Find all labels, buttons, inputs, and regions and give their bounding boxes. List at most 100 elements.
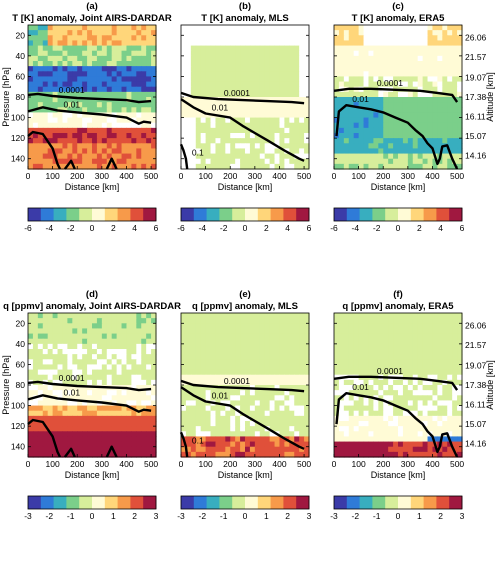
heatmap-cell: [52, 451, 59, 458]
heatmap-cell: [210, 66, 217, 72]
y-axis-label: Pressure [hPa]: [1, 355, 11, 415]
heatmap-cell: [299, 143, 305, 150]
heatmap-cell: [131, 86, 137, 93]
heatmap-cell: [368, 163, 374, 170]
heatmap-cell: [437, 25, 443, 31]
heatmap-cell: [452, 122, 458, 129]
heatmap-cell: [181, 81, 187, 88]
heatmap-cell: [220, 45, 226, 52]
heatmap-cell: [245, 400, 251, 407]
heatmap-cell: [235, 364, 241, 371]
heatmap-cell: [126, 421, 132, 427]
heatmap-cell: [338, 426, 345, 432]
heatmap-cell: [432, 91, 438, 98]
heatmap-cell: [235, 441, 241, 448]
heatmap-cell: [407, 102, 414, 108]
heatmap-cell: [57, 81, 64, 88]
heatmap-cell: [67, 426, 73, 432]
heatmap-cell: [101, 163, 108, 170]
heatmap-cell: [457, 143, 463, 150]
heatmap-cell: [304, 71, 310, 78]
heatmap-cell: [402, 163, 409, 170]
heatmap-cell: [220, 421, 226, 427]
heatmap-cell: [259, 379, 266, 386]
heatmap-cell: [181, 364, 187, 371]
heatmap-cell: [437, 143, 443, 150]
heatmap-cell: [334, 318, 340, 324]
heatmap-cell: [220, 395, 226, 402]
heatmap-cell: [185, 328, 192, 335]
heatmap-cell: [383, 35, 389, 42]
heatmap-cell: [378, 102, 384, 108]
heatmap-cell: [398, 122, 404, 129]
heatmap-cell: [106, 40, 113, 47]
heatmap-cell: [190, 55, 197, 62]
heatmap-cell: [363, 405, 370, 412]
heatmap-cell: [92, 446, 98, 453]
heatmap-cell: [220, 50, 226, 57]
heatmap-cell: [383, 107, 389, 114]
heatmap-cell: [230, 112, 236, 119]
heatmap-cell: [195, 117, 202, 124]
y-tick-label: 20: [16, 318, 26, 328]
heatmap-cell: [402, 318, 409, 324]
heatmap-cell: [407, 421, 414, 427]
heatmap-cell: [304, 40, 310, 47]
colorbar-swatch: [79, 208, 93, 221]
heatmap-cell: [348, 364, 355, 371]
heatmap-cell: [131, 45, 137, 52]
heatmap-cell: [106, 374, 113, 381]
heatmap-cell: [245, 102, 251, 108]
heatmap-cell: [373, 359, 379, 366]
heatmap-cell: [412, 364, 419, 371]
heatmap-cell: [368, 446, 374, 453]
heatmap-cell: [343, 354, 350, 360]
heatmap-cell: [146, 30, 152, 36]
heatmap-cell: [363, 441, 370, 448]
heatmap-cell: [131, 76, 137, 83]
heatmap-cell: [393, 431, 399, 438]
heatmap-cell: [412, 35, 419, 42]
heatmap-cell: [42, 323, 49, 330]
heatmap-cell: [210, 374, 217, 381]
heatmap-cell: [87, 369, 93, 376]
heatmap-cell: [67, 385, 73, 391]
colorbar-swatch: [193, 496, 207, 509]
heatmap-cell: [299, 410, 305, 417]
heatmap-cell: [235, 359, 241, 366]
heatmap-cell: [185, 436, 192, 443]
heatmap-cell: [269, 153, 276, 160]
heatmap-cell: [259, 421, 266, 427]
heatmap-cell: [96, 102, 103, 108]
heatmap-cell: [106, 441, 113, 448]
heatmap-cell: [304, 374, 310, 381]
heatmap-cell: [334, 81, 340, 88]
heatmap-cell: [96, 446, 103, 453]
heatmap-cell: [235, 400, 241, 407]
heatmap-cell: [294, 138, 300, 144]
heatmap-cell: [67, 451, 73, 458]
heatmap-cell: [146, 349, 152, 355]
heatmap-cell: [28, 50, 34, 57]
heatmap-cell: [274, 354, 281, 360]
heatmap-cell: [299, 451, 305, 458]
heatmap-cell: [131, 421, 137, 427]
heatmap-cell: [225, 35, 231, 42]
heatmap-cell: [452, 390, 458, 396]
heatmap-cell: [447, 107, 453, 114]
heatmap-cell: [437, 138, 443, 144]
heatmap-cell: [220, 441, 226, 448]
heatmap-cell: [457, 333, 463, 340]
heatmap-cell: [37, 133, 44, 139]
heatmap-cell: [398, 81, 404, 88]
heatmap-cell: [259, 102, 266, 108]
heatmap-cell: [334, 71, 340, 78]
y-tick-label: 60: [16, 71, 26, 81]
heatmap-cell: [151, 81, 157, 88]
heatmap-cell: [28, 338, 34, 345]
heatmap-cell: [116, 374, 123, 381]
heatmap-cell: [131, 390, 137, 396]
heatmap-cell: [106, 415, 113, 422]
heatmap-cell: [343, 61, 350, 67]
heatmap-cell: [378, 441, 384, 448]
